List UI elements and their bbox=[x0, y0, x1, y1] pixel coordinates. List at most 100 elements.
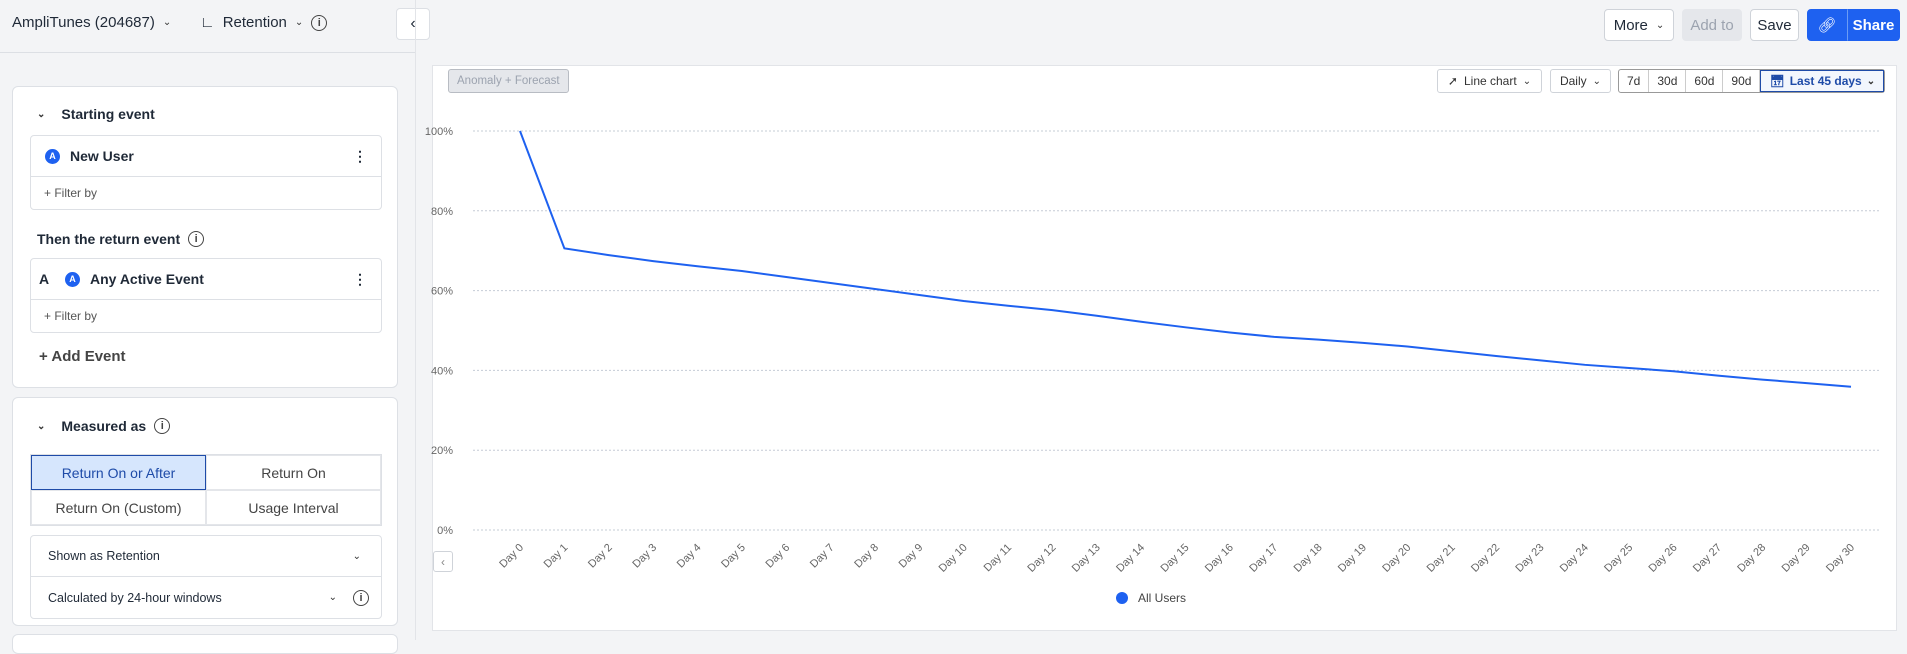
date-range-picker: 7d 30d 60d 90d 📅︎ Last 45 days ⌄ bbox=[1618, 69, 1886, 93]
x-tick-label: Day 15 bbox=[1158, 542, 1191, 575]
x-tick-label: Day 28 bbox=[1735, 542, 1768, 575]
x-tick-label: Day 2 bbox=[586, 542, 615, 571]
x-tick-label: Day 7 bbox=[808, 542, 837, 571]
x-tick-label: Day 25 bbox=[1602, 542, 1635, 575]
collapse-sidebar-button[interactable]: ‹ bbox=[396, 8, 430, 40]
chevron-down-icon: ⌄ bbox=[37, 420, 46, 432]
x-tick-label: Day 30 bbox=[1824, 542, 1857, 575]
shown-as-dropdown[interactable]: Shown as Retention ⌄ bbox=[31, 536, 381, 577]
share-button[interactable]: Share bbox=[1847, 9, 1900, 41]
interval-dropdown[interactable]: Daily ⌄ bbox=[1550, 69, 1611, 93]
chevron-down-icon: ⌄ bbox=[162, 17, 172, 28]
x-tick-label: Day 5 bbox=[719, 542, 748, 571]
option-return-on-custom[interactable]: Return On (Custom) bbox=[31, 490, 206, 525]
x-tick-label: Day 27 bbox=[1691, 542, 1724, 575]
add-event-button[interactable]: + Add Event bbox=[39, 348, 126, 365]
line-chart-icon: ➚ bbox=[1447, 74, 1458, 88]
range-30d[interactable]: 30d bbox=[1649, 70, 1687, 92]
return-event-selector[interactable]: A A Any Active Event ⋮ bbox=[31, 259, 381, 300]
starting-event-selector[interactable]: A New User ⋮ bbox=[31, 136, 381, 177]
x-tick-label: Day 22 bbox=[1469, 542, 1502, 575]
x-tick-label: Day 23 bbox=[1513, 542, 1546, 575]
option-return-on[interactable]: Return On bbox=[206, 455, 381, 490]
chevron-down-icon: ⌄ bbox=[1522, 75, 1532, 87]
amplitude-icon: A bbox=[45, 148, 60, 164]
y-tick-label: 0% bbox=[437, 525, 453, 537]
series-line bbox=[519, 130, 1852, 388]
events-card: ⌄ Starting event A New User ⋮ + Filter by T… bbox=[12, 86, 398, 388]
chart-type-label: Line chart bbox=[1463, 74, 1517, 88]
x-tick-label: Day 6 bbox=[764, 542, 793, 571]
filter-by-button[interactable]: + Filter by bbox=[44, 309, 98, 323]
range-90d[interactable]: 90d bbox=[1723, 70, 1761, 92]
event-name: New User bbox=[70, 148, 134, 164]
project-name: AmpliTunes (204687) bbox=[12, 14, 155, 31]
return-event-title: Then the return event bbox=[37, 231, 181, 247]
measured-as-card: ⌄ Measured as i Return On or After Return … bbox=[12, 397, 398, 626]
retention-icon: ∟ bbox=[200, 14, 215, 31]
measured-as-header[interactable]: ⌄ Measured as i bbox=[37, 418, 171, 434]
chart-type-label: Retention bbox=[222, 14, 287, 31]
range-label: Last 45 days bbox=[1789, 74, 1862, 88]
divider bbox=[415, 0, 416, 640]
more-options-icon[interactable]: ⋮ bbox=[353, 270, 367, 287]
option-usage-interval[interactable]: Usage Interval bbox=[206, 490, 381, 525]
y-tick-label: 60% bbox=[431, 286, 453, 298]
x-tick-label: Day 13 bbox=[1070, 542, 1103, 575]
copy-link-button[interactable]: 🔗︎ bbox=[1807, 9, 1847, 41]
range-7d[interactable]: 7d bbox=[1619, 70, 1650, 92]
info-icon[interactable]: i bbox=[188, 231, 205, 247]
chevron-down-icon: ⌄ bbox=[1592, 75, 1602, 87]
x-tick-label: Day 29 bbox=[1780, 542, 1813, 575]
return-event-header: Then the return event i bbox=[37, 231, 205, 247]
retention-line-chart: 0% 20% 40% 60% 80% 100% Day 0 Day 1 Day 2 Day 3 Da… bbox=[425, 126, 1880, 605]
more-options-icon[interactable]: ⋮ bbox=[353, 147, 367, 164]
x-tick-label: Day 18 bbox=[1292, 542, 1325, 575]
chevron-down-icon: ⌄ bbox=[37, 108, 46, 120]
info-icon[interactable]: i bbox=[154, 418, 171, 434]
calendar-icon: 📅︎ bbox=[1769, 74, 1785, 88]
return-event-box: A A Any Active Event ⋮ + Filter by bbox=[30, 258, 382, 333]
y-tick-label: 20% bbox=[431, 445, 453, 457]
legend-label: All Users bbox=[1138, 591, 1186, 605]
chevron-left-icon: ‹ bbox=[441, 554, 445, 569]
x-tick-label: Day 16 bbox=[1203, 542, 1236, 575]
info-icon[interactable]: i bbox=[311, 14, 328, 31]
x-tick-label: Day 9 bbox=[897, 542, 926, 571]
x-tick-label: Day 11 bbox=[982, 542, 1015, 575]
y-tick-label: 80% bbox=[431, 206, 453, 218]
x-tick-label: Day 21 bbox=[1425, 542, 1458, 575]
shown-as-label: Shown as Retention bbox=[48, 549, 160, 563]
filter-by-button[interactable]: + Filter by bbox=[44, 186, 98, 200]
chart-type-dropdown[interactable]: ➚ Line chart ⌄ bbox=[1437, 69, 1542, 93]
add-to-button[interactable]: Add to bbox=[1682, 9, 1742, 41]
option-return-on-or-after[interactable]: Return On or After bbox=[31, 455, 206, 490]
more-button[interactable]: More ⌄ bbox=[1604, 9, 1674, 41]
info-icon[interactable]: i bbox=[353, 589, 369, 606]
x-tick-label: Day 3 bbox=[630, 542, 659, 571]
chart-panel bbox=[432, 65, 1897, 631]
save-button[interactable]: Save bbox=[1750, 9, 1799, 41]
x-tick-label: Day 1 bbox=[542, 542, 571, 571]
range-custom-dropdown[interactable]: 📅︎ Last 45 days ⌄ bbox=[1760, 70, 1885, 92]
chevron-down-icon: ⌄ bbox=[328, 592, 337, 603]
more-label: More bbox=[1613, 16, 1648, 34]
scroll-left-button[interactable]: ‹ bbox=[433, 551, 453, 572]
calculated-by-dropdown[interactable]: Calculated by 24-hour windows ⌄ i bbox=[31, 577, 381, 618]
y-tick-label: 40% bbox=[431, 365, 453, 377]
measure-mode-segmented: Return On or After Return On Return On (… bbox=[30, 454, 382, 526]
anomaly-forecast-button[interactable]: Anomaly + Forecast bbox=[448, 69, 569, 93]
x-tick-label: Day 4 bbox=[675, 542, 704, 571]
event-name: Any Active Event bbox=[90, 271, 204, 287]
x-tick-label: Day 26 bbox=[1647, 542, 1680, 575]
x-tick-label: Day 19 bbox=[1336, 542, 1369, 575]
chart-type-selector[interactable]: ∟ Retention ⌄ i bbox=[200, 14, 328, 31]
measured-as-title: Measured as bbox=[61, 418, 147, 434]
project-selector[interactable]: AmpliTunes (204687) ⌄ bbox=[12, 14, 171, 31]
interval-label: Daily bbox=[1559, 74, 1587, 88]
x-tick-label: Day 14 bbox=[1114, 542, 1147, 575]
calculated-by-label: Calculated by 24-hour windows bbox=[48, 590, 222, 605]
range-60d[interactable]: 60d bbox=[1686, 70, 1724, 92]
starting-event-header[interactable]: ⌄ Starting event bbox=[37, 106, 155, 122]
chevron-left-icon: ‹ bbox=[410, 15, 416, 32]
